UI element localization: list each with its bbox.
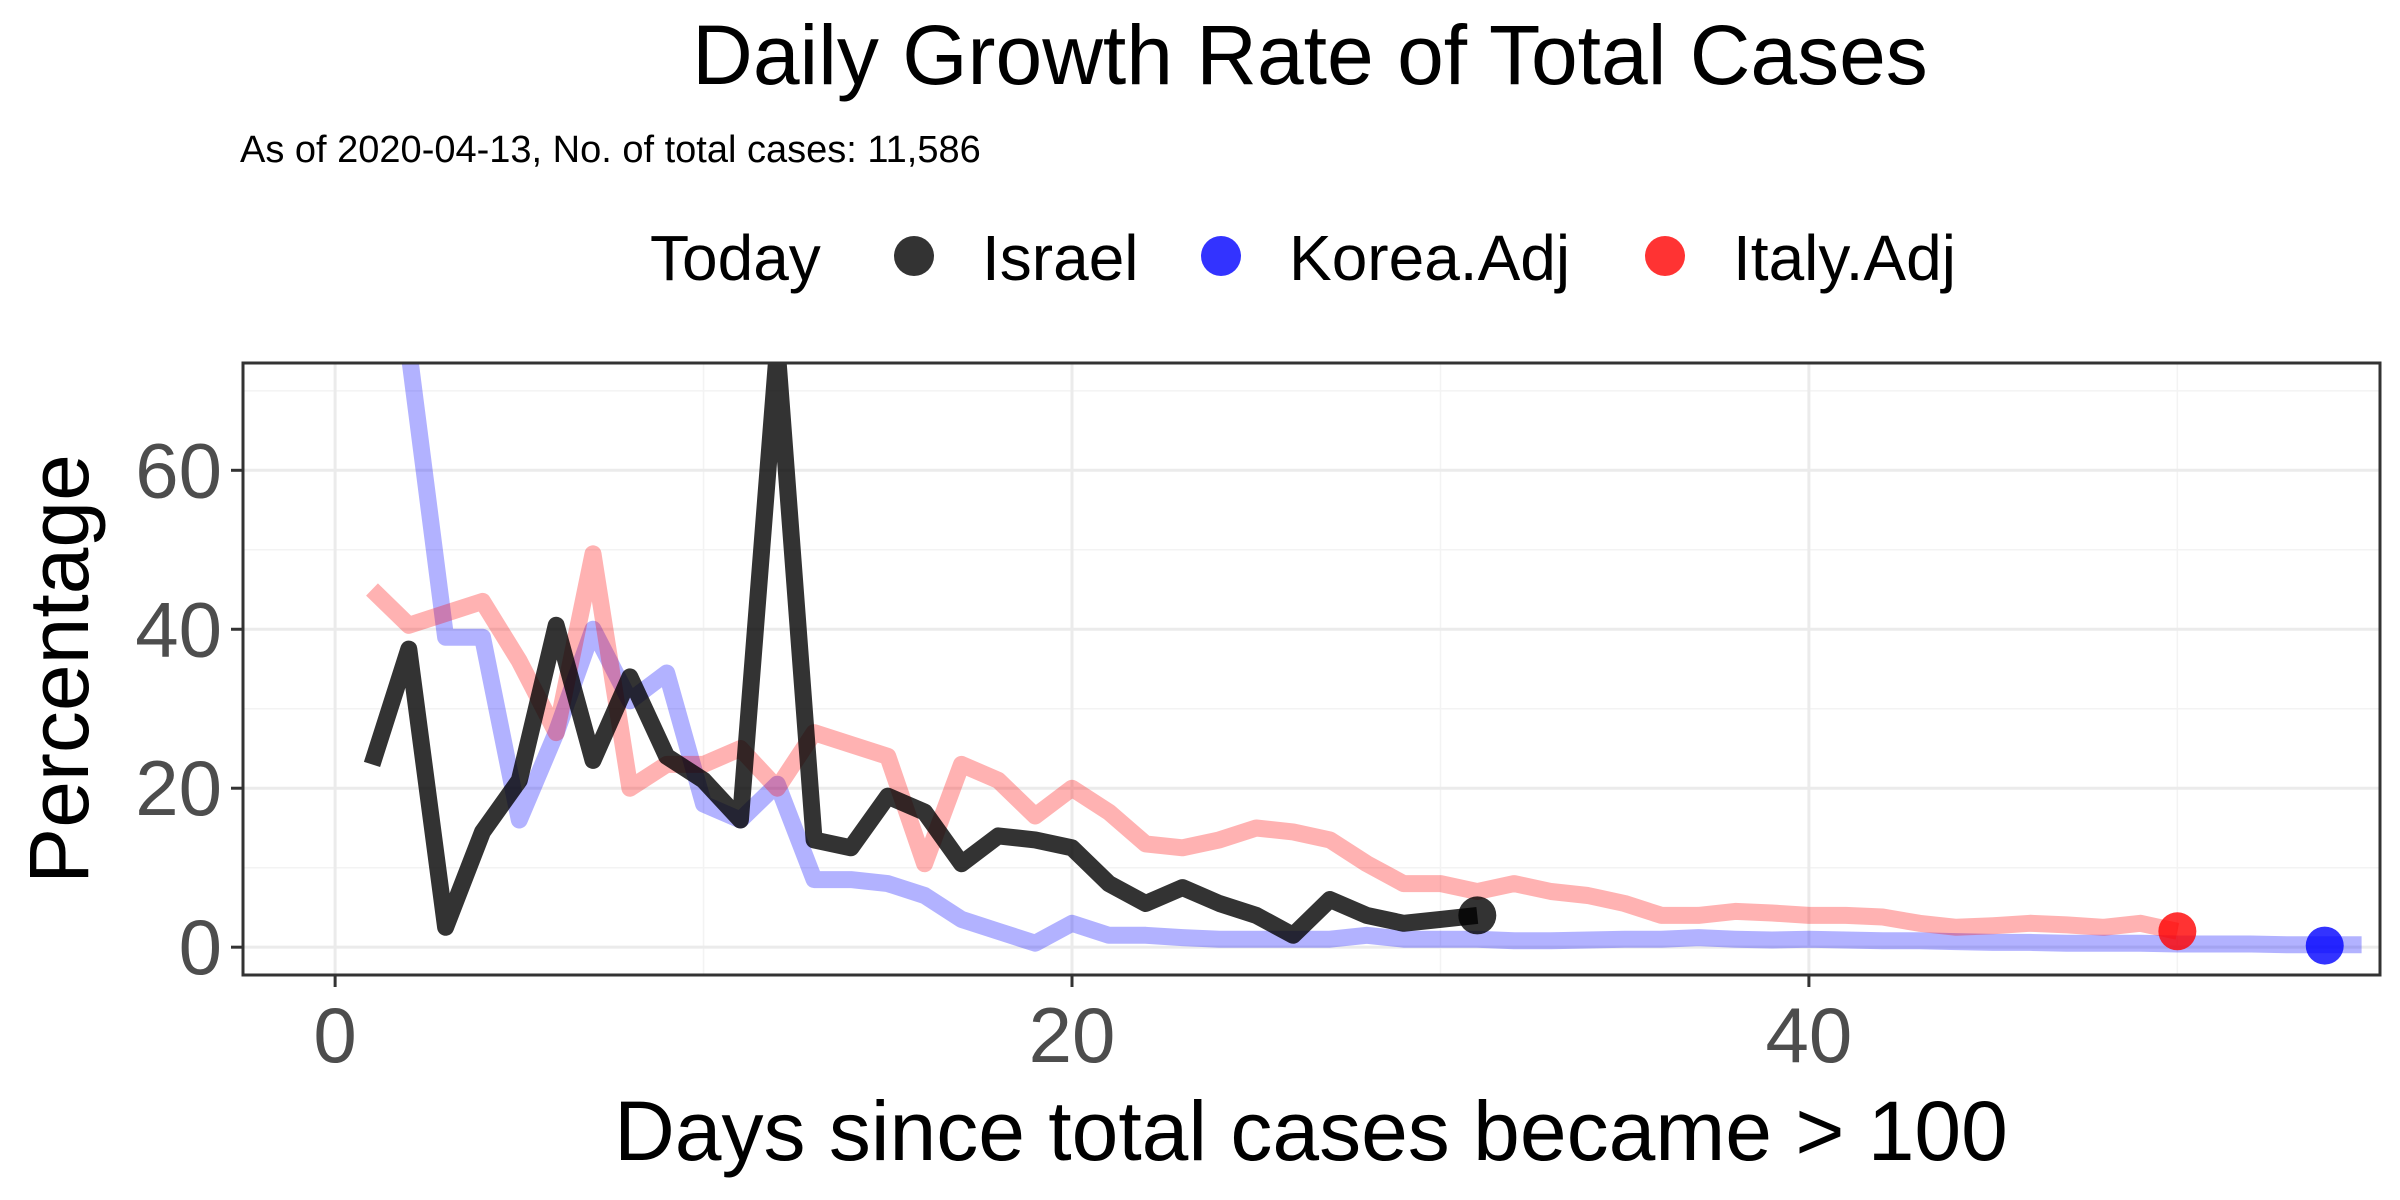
series-line-israel <box>363 363 1479 944</box>
legend-key-korea <box>1201 236 1241 276</box>
today-markers <box>1458 896 2344 965</box>
legend-label-korea: Korea.Adj <box>1289 222 1570 294</box>
plot-background <box>243 363 2380 975</box>
legend-item-korea: Korea.Adj <box>1201 222 1570 294</box>
y-axis-label: Percentage <box>12 454 106 884</box>
today-point-korea-adj <box>2305 926 2344 965</box>
axis-ticks: 0 20 40 0 20 40 60 <box>135 426 1852 1079</box>
x-axis-label: Days since total cases became > 100 <box>614 1084 2008 1178</box>
x-tick-label: 20 <box>1029 991 1116 1079</box>
legend-label-israel: Israel <box>982 222 1139 294</box>
legend-title: Today <box>650 222 821 294</box>
today-point-italy-adj <box>2158 912 2197 951</box>
x-tick-label: 40 <box>1766 991 1853 1079</box>
legend-label-italy: Italy.Adj <box>1733 222 1956 294</box>
legend: Today Israel Korea.Adj Italy.Adj <box>650 222 1956 294</box>
legend-item-italy: Italy.Adj <box>1645 222 1956 294</box>
today-point-israel <box>1458 896 1497 935</box>
chart-subtitle: As of 2020-04-13, No. of total cases: 11… <box>240 129 981 171</box>
legend-key-italy <box>1645 236 1685 276</box>
plot-border <box>241 361 2382 977</box>
legend-item-israel: Israel <box>894 222 1139 294</box>
chart-title: Daily Growth Rate of Total Cases <box>692 8 1928 102</box>
y-tick-label: 40 <box>135 585 222 673</box>
legend-key-israel <box>894 236 934 276</box>
y-tick-label: 0 <box>179 903 222 991</box>
y-tick-label: 60 <box>135 426 222 514</box>
y-tick-label: 20 <box>135 744 222 832</box>
gridlines <box>243 363 2380 975</box>
x-tick-label: 0 <box>313 991 356 1079</box>
series-lines <box>363 363 2362 954</box>
